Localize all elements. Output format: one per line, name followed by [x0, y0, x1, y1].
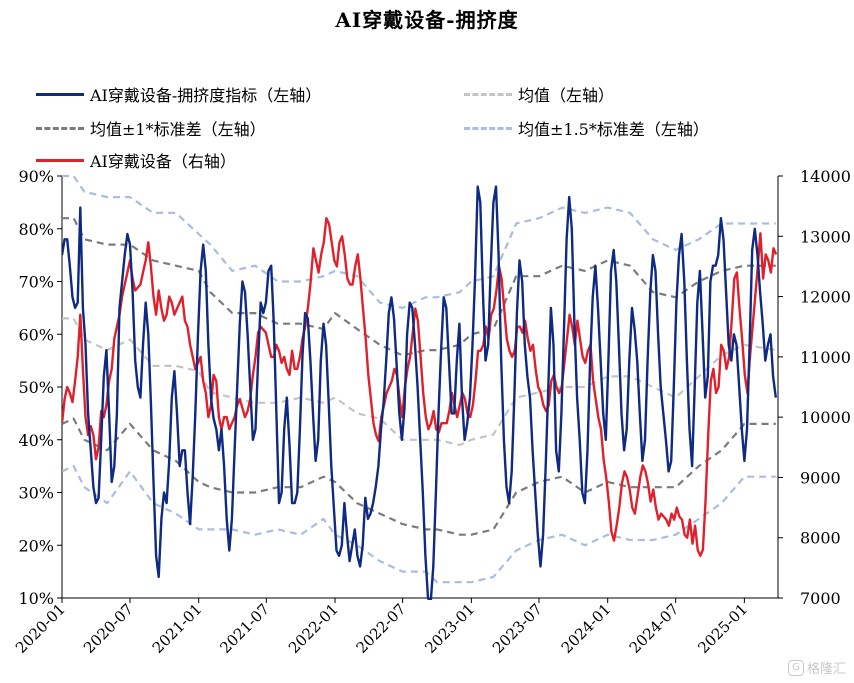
legend-swatch-crowding [36, 92, 84, 96]
chart-title: AI穿戴设备-拥挤度 [335, 8, 519, 32]
x-tick-label: 2024-01 [558, 600, 615, 657]
x-tick-label: 2023-01 [421, 600, 478, 657]
legend-item-crowding: AI穿戴设备-拥挤度指标（左轴） [36, 82, 321, 106]
series-crowding-line [62, 185, 777, 600]
x-tick-label: 2022-01 [285, 600, 342, 657]
y-right-tick-label: 14000 [800, 167, 851, 186]
legend-item-std1: 均值±1*标准差（左轴） [36, 116, 266, 140]
legend-swatch-std1 [36, 126, 84, 130]
y-left-tick-label: 90% [18, 167, 54, 186]
x-tick-label: 2024-07 [626, 600, 683, 657]
legend-swatch-index [36, 158, 84, 162]
y-right-tick-label: 12000 [800, 288, 851, 307]
y-right-tick-label: 10000 [800, 408, 851, 427]
series-index-line [62, 217, 778, 557]
x-tick-label: 2021-07 [216, 600, 273, 657]
legend-label-std1: 均值±1*标准差（左轴） [90, 120, 266, 139]
legend-label-mean: 均值（左轴） [518, 86, 615, 105]
series-std1-upper-line [62, 217, 776, 357]
y-left-tick-label: 10% [18, 589, 54, 608]
series-std15-lower-line [62, 465, 776, 584]
y-right-tick-label: 7000 [800, 589, 841, 608]
watermark-text: 格隆汇 [806, 662, 846, 677]
legend-item-std15: 均值±1.5*标准差（左轴） [464, 116, 709, 140]
series-std15-upper-line [62, 174, 776, 309]
y-left-tick-label: 80% [18, 220, 54, 239]
x-tick-label: 2025-01 [694, 600, 751, 657]
y-left-tick-label: 20% [18, 536, 54, 555]
y-left-tick-label: 30% [18, 484, 54, 503]
y-right-tick-label: 8000 [800, 529, 841, 548]
x-tick-label: 2020-01 [12, 600, 69, 657]
y-left-tick-label: 70% [18, 273, 54, 292]
legend-swatch-mean [464, 92, 512, 96]
legend-label-std15: 均值±1.5*标准差（左轴） [518, 120, 709, 139]
legend-swatch-std15 [464, 126, 512, 130]
y-left-tick-label: 40% [18, 431, 54, 450]
x-tick-label: 2023-07 [489, 600, 546, 657]
y-left-tick-label: 60% [18, 325, 54, 344]
legend-label-index: AI穿戴设备（右轴） [90, 152, 236, 171]
y-right-tick-label: 13000 [800, 227, 851, 246]
x-tick-label: 2021-01 [149, 600, 206, 657]
x-tick-label: 2022-07 [353, 600, 410, 657]
y-left-tick-label: 50% [18, 378, 54, 397]
legend-item-index: AI穿戴设备（右轴） [36, 148, 236, 172]
legend-label-crowding: AI穿戴设备-拥挤度指标（左轴） [90, 86, 322, 105]
y-right-tick-label: 9000 [800, 468, 841, 487]
legend-item-mean: 均值（左轴） [464, 82, 614, 106]
x-tick-label: 2020-07 [80, 600, 137, 657]
watermark: G 格隆汇 [787, 658, 846, 677]
watermark-logo-icon: G [787, 659, 804, 676]
y-right-tick-label: 11000 [800, 348, 851, 367]
